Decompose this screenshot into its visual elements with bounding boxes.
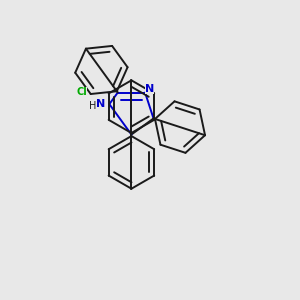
Text: N: N xyxy=(145,84,154,94)
Text: H: H xyxy=(88,101,96,111)
Text: N: N xyxy=(96,99,105,109)
Text: Cl: Cl xyxy=(76,88,87,98)
